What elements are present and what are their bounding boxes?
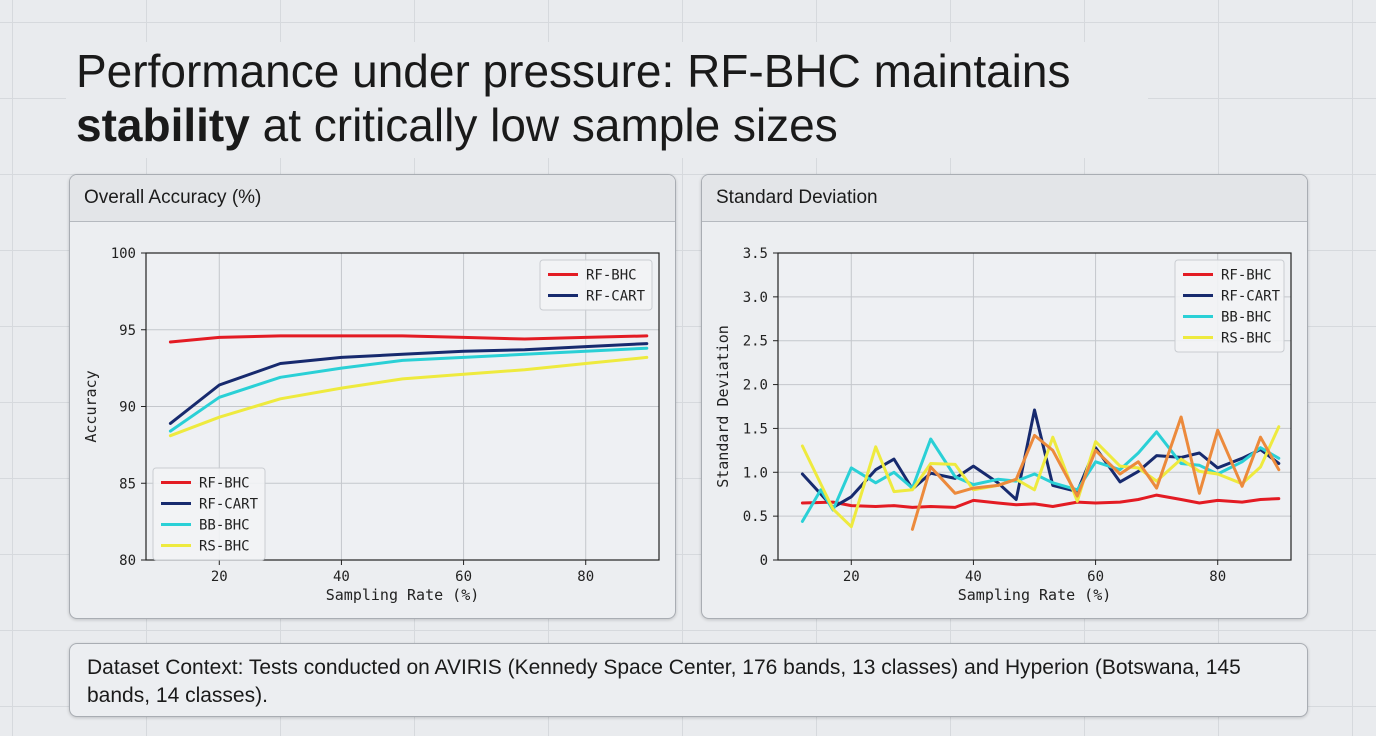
y-axis-label: Accuracy [82,370,100,442]
y-tick-label: 3.5 [743,246,768,262]
series-line-rf-bhc [168,334,649,344]
accuracy-panel-title: Overall Accuracy (%) [70,175,675,222]
x-tick-label: 60 [1087,569,1104,585]
legend-box [539,259,653,311]
legend-label: RF-CART [586,289,646,305]
legend-box [1174,259,1285,353]
legend-label: RF-CART [199,497,259,513]
series-line-bb-bhc [800,430,1281,523]
accuracy-panel: Overall Accuracy (%) 20 40 60 80 80 85 90 95 100… [69,174,676,619]
legend-label: BB-BHC [1221,310,1272,326]
y-tick-label: 95 [119,323,136,339]
series-line-rf-cart [168,342,649,425]
x-tick-label: 80 [1209,569,1226,585]
legend-label: RF-CART [1221,289,1281,305]
accuracy-chart: 20 40 60 80 80 85 90 95 100 Sampling Rate (%) Accu… [82,246,660,604]
x-tick-label: 60 [455,569,472,585]
plot-frame [777,252,1292,561]
dataset-context-text: Dataset Context: Tests conducted on AVIR… [87,656,1241,707]
x-axis-label: Sampling Rate (%) [326,586,480,604]
y-tick-label: 0 [760,553,768,569]
legend-label: RF-BHC [586,268,637,284]
y-tick-label: 80 [119,553,136,569]
headline-line1: Performance under pressure: RF-BHC maint… [76,45,1071,97]
legend-label: BB-BHC [199,518,250,534]
std-dev-chart: 20 40 60 80 0 0.5 1.0 1.5 2.0 2.5 3.0 3.5 Sampling R… [714,246,1292,604]
page-headline: Performance under pressure: RF-BHC maint… [66,42,1148,158]
y-axis-label: Standard Deviation [714,325,732,488]
series-line-extra [910,415,1281,531]
series-line-rf-bhc [800,493,1281,509]
y-tick-label: 2.5 [743,334,768,350]
series-line-bb-bhc [168,346,649,433]
series-line-rf-cart [800,408,1281,509]
legend-label: RS-BHC [1221,331,1272,347]
legend-label: RF-BHC [199,476,250,492]
series-line-rs-bhc [168,355,649,438]
y-tick-label: 100 [111,246,136,262]
legend-label: RS-BHC [199,539,250,555]
dataset-context-box: Dataset Context: Tests conducted on AVIR… [69,643,1308,717]
headline-bold-word: stability [76,99,250,151]
y-tick-label: 2.0 [743,378,768,394]
x-tick-label: 40 [333,569,350,585]
y-tick-label: 3.0 [743,290,768,306]
y-tick-label: 1.5 [743,421,768,437]
legend-label: RF-BHC [1221,268,1272,284]
x-tick-label: 80 [577,569,594,585]
x-axis-label: Sampling Rate (%) [958,586,1112,604]
series-line-rs-bhc [800,425,1281,529]
legend-box [152,467,266,561]
x-tick-label: 20 [843,569,860,585]
x-tick-label: 20 [211,569,228,585]
std-dev-panel: Standard Deviation 20 40 60 80 0 0.5 1.0 1.5 2.0… [701,174,1308,619]
y-tick-label: 85 [119,476,136,492]
y-tick-label: 0.5 [743,509,768,525]
y-tick-label: 1.0 [743,465,768,481]
headline-line2-rest: at critically low sample sizes [249,99,838,151]
y-tick-label: 90 [119,400,136,416]
std-dev-panel-title: Standard Deviation [702,175,1307,222]
x-tick-label: 40 [965,569,982,585]
